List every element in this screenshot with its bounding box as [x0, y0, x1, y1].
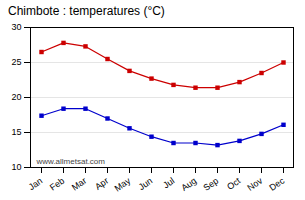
svg-text:30: 30 [11, 22, 21, 32]
svg-text:Jul: Jul [161, 176, 176, 191]
svg-text:Nov: Nov [245, 175, 264, 193]
svg-text:25: 25 [11, 57, 21, 67]
svg-text:Jun: Jun [137, 176, 155, 193]
svg-text:10: 10 [11, 162, 21, 172]
svg-text:Mar: Mar [70, 176, 88, 193]
svg-text:Feb: Feb [48, 176, 66, 193]
svg-text:Aug: Aug [179, 176, 198, 193]
svg-text:May: May [113, 175, 133, 193]
svg-text:20: 20 [11, 92, 21, 102]
svg-text:Jan: Jan [27, 176, 45, 193]
svg-text:Apr: Apr [93, 176, 110, 192]
html-text:Chimbote : temperatures (°C): Chimbote : temperatures (°C) [8, 4, 165, 18]
svg-text:Dec: Dec [267, 175, 286, 193]
svg-text:Sep: Sep [201, 176, 220, 193]
svg-text:15: 15 [11, 127, 21, 137]
svg-text:www.allmetsat.com: www.allmetsat.com [36, 157, 106, 166]
svg-text:Oct: Oct [225, 175, 243, 192]
